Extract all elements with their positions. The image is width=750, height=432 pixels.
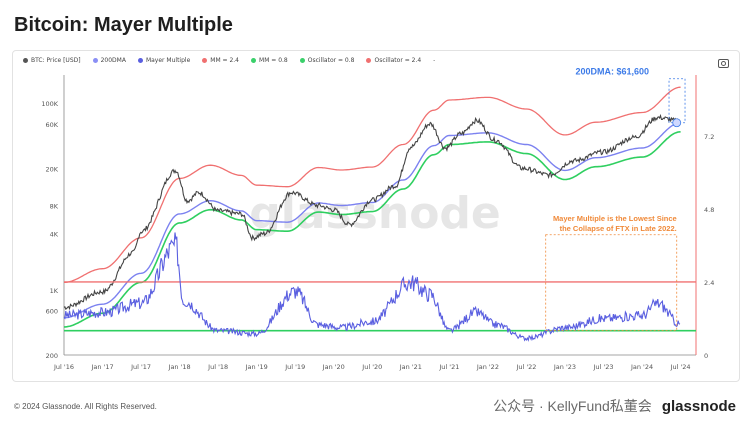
x-tick-label: Jul '16	[53, 363, 74, 371]
mm-0-8-line	[64, 131, 681, 328]
x-tick-label: Jan '19	[245, 363, 268, 371]
x-tick-label: Jul '20	[361, 363, 382, 371]
y-right-tick-label: 0	[704, 352, 708, 360]
y-right-tick-label: 2.4	[704, 279, 714, 287]
x-tick-label: Jan '22	[476, 363, 499, 371]
x-tick-label: Jul '24	[670, 363, 691, 371]
wechat-watermark: 公众号 · KellyFund私董会	[493, 398, 652, 414]
y-left-tick-label: 20K	[45, 165, 58, 173]
legend-label: MM = 0.8	[259, 57, 288, 64]
copyright-text: © 2024 Glassnode. All Rights Reserved.	[14, 402, 157, 411]
camera-icon[interactable]	[718, 59, 729, 68]
y-left-tick-label: 100K	[41, 100, 58, 108]
dma-annotation-text: 200DMA: $61,600	[575, 67, 649, 77]
y-right-tick-label: 4.8	[704, 206, 714, 214]
dma-annotation-box	[668, 78, 686, 124]
x-tick-label: Jul '17	[130, 363, 151, 371]
legend-swatch	[299, 58, 305, 63]
y-left-tick-label: 200	[46, 352, 58, 360]
legend-more[interactable]: -	[433, 57, 436, 64]
mm-annotation-box	[545, 234, 678, 332]
legend-swatch	[366, 58, 372, 63]
legend-label: Mayer Multiple	[145, 57, 191, 64]
y-right-tick-label: 7.2	[704, 133, 714, 141]
legend-item[interactable]: Oscillator = 2.4	[366, 57, 421, 64]
legend-label: Oscillator = 2.4	[374, 57, 422, 64]
price-line	[63, 113, 681, 311]
y-left-tick-label: 60K	[45, 121, 58, 129]
legend-item[interactable]: MM = 0.8	[251, 57, 288, 64]
x-tick-label: Jul '19	[284, 363, 305, 371]
legend-swatch	[23, 58, 28, 63]
y-left-tick-label: 8K	[50, 202, 59, 210]
x-tick-label: Jan '24	[630, 363, 653, 371]
mm-2-4-line	[63, 86, 681, 284]
legend-item[interactable]: 200DMA	[92, 57, 126, 64]
chart-legend: BTC: Price [USD] 200DMA Mayer Multiple MM =…	[23, 57, 435, 64]
legend-swatch	[137, 58, 143, 63]
x-tick-label: Jan '18	[168, 363, 191, 371]
chart-card: BTC: Price [USD] 200DMA Mayer Multiple MM =…	[12, 50, 740, 382]
legend-label: Oscillator = 0.8	[307, 57, 355, 64]
mayer-multiple-line	[63, 232, 681, 342]
y-left-tick-label: 4K	[50, 231, 59, 239]
x-tick-label: Jul '21	[438, 363, 459, 371]
legend-label: BTC: Price [USD]	[31, 57, 81, 64]
legend-item[interactable]: Oscillator = 0.8	[299, 57, 355, 64]
x-tick-label: Jul '22	[515, 363, 536, 371]
page-title: Bitcoin: Mayer Multiple	[14, 14, 233, 36]
x-tick-label: Jan '20	[322, 363, 345, 371]
x-tick-label: Jul '18	[207, 363, 228, 371]
legend-label: 200DMA	[100, 57, 126, 64]
dma-annotation-marker	[672, 118, 682, 128]
legend-label: MM = 2.4	[210, 57, 240, 64]
legend-swatch	[92, 58, 98, 63]
y-left-tick-label: 1K	[50, 287, 59, 295]
y-left-tick-label: 600	[46, 307, 58, 315]
legend-swatch	[251, 58, 257, 63]
mm-annotation-text-line2: the Collapse of FTX in Late 2022.	[560, 224, 677, 233]
x-tick-label: Jan '23	[553, 363, 576, 371]
footer-brand-area: 公众号 · KellyFund私董会 glassnode	[493, 396, 736, 416]
glassnode-logo: glassnode	[661, 397, 736, 415]
legend-item[interactable]: BTC: Price [USD]	[23, 57, 81, 64]
dma-line	[63, 122, 681, 319]
legend-swatch	[202, 58, 208, 63]
mm-annotation-text-line1: Mayer Multiple is the Lowest Since	[553, 214, 677, 223]
legend-item[interactable]: MM = 2.4	[202, 57, 239, 64]
x-tick-label: Jan '17	[90, 363, 113, 371]
legend-item[interactable]: Mayer Multiple	[137, 57, 191, 64]
x-tick-label: Jul '23	[593, 363, 614, 371]
x-tick-label: Jan '21	[399, 363, 422, 371]
